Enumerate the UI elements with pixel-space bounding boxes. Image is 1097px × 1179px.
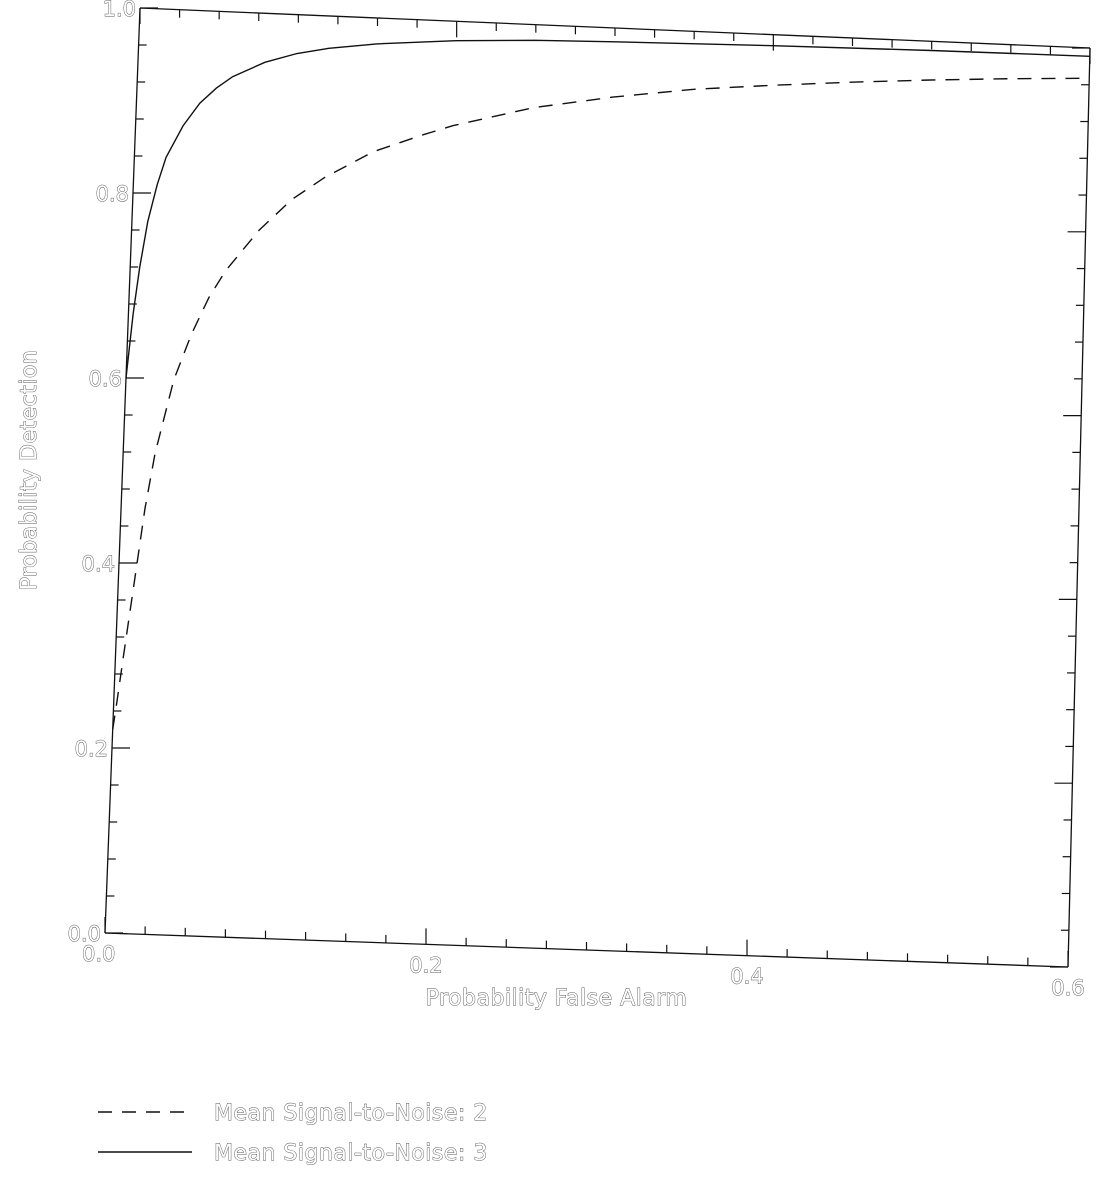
y-tick-label: 0.4 (82, 552, 115, 576)
x-tick-label: 0.2 (409, 953, 442, 977)
x-tick-label: 0.4 (730, 965, 763, 989)
legend: Mean Signal-to-Noise: 2 Mean Signal-to-No… (98, 1101, 488, 1166)
y-axis-label: Probability Detection (17, 350, 42, 591)
y-tick-label: 0.8 (96, 182, 129, 206)
legend-label-snr-2: Mean Signal-to-Noise: 2 (214, 1101, 488, 1126)
frame-left (104, 7, 141, 934)
y-tick-label: 0.2 (75, 737, 108, 761)
y-tick-label: 0.0 (68, 922, 101, 946)
legend-label-snr-3: Mean Signal-to-Noise: 3 (214, 1141, 488, 1166)
y-tick-label: 1.0 (103, 0, 136, 21)
plot-frame (104, 7, 1091, 968)
x-tick-label: 0.6 (1051, 976, 1084, 1000)
y-tick-label: 0.6 (89, 367, 122, 391)
series-line-snr-3 (125, 39, 1090, 379)
x-axis-label: Probability False Alarm (426, 986, 688, 1011)
series-line-snr-2 (112, 77, 1090, 730)
frame-right (1067, 47, 1091, 968)
y-axis-ticks: 0.0 0.2 0.4 0.6 0.8 1.0 (67, 0, 1090, 968)
x-axis-ticks: 0.0 0.2 0.4 0.6 (82, 8, 1091, 1000)
roc-curves (112, 39, 1090, 730)
x-tick-label: 0.0 (82, 942, 115, 966)
